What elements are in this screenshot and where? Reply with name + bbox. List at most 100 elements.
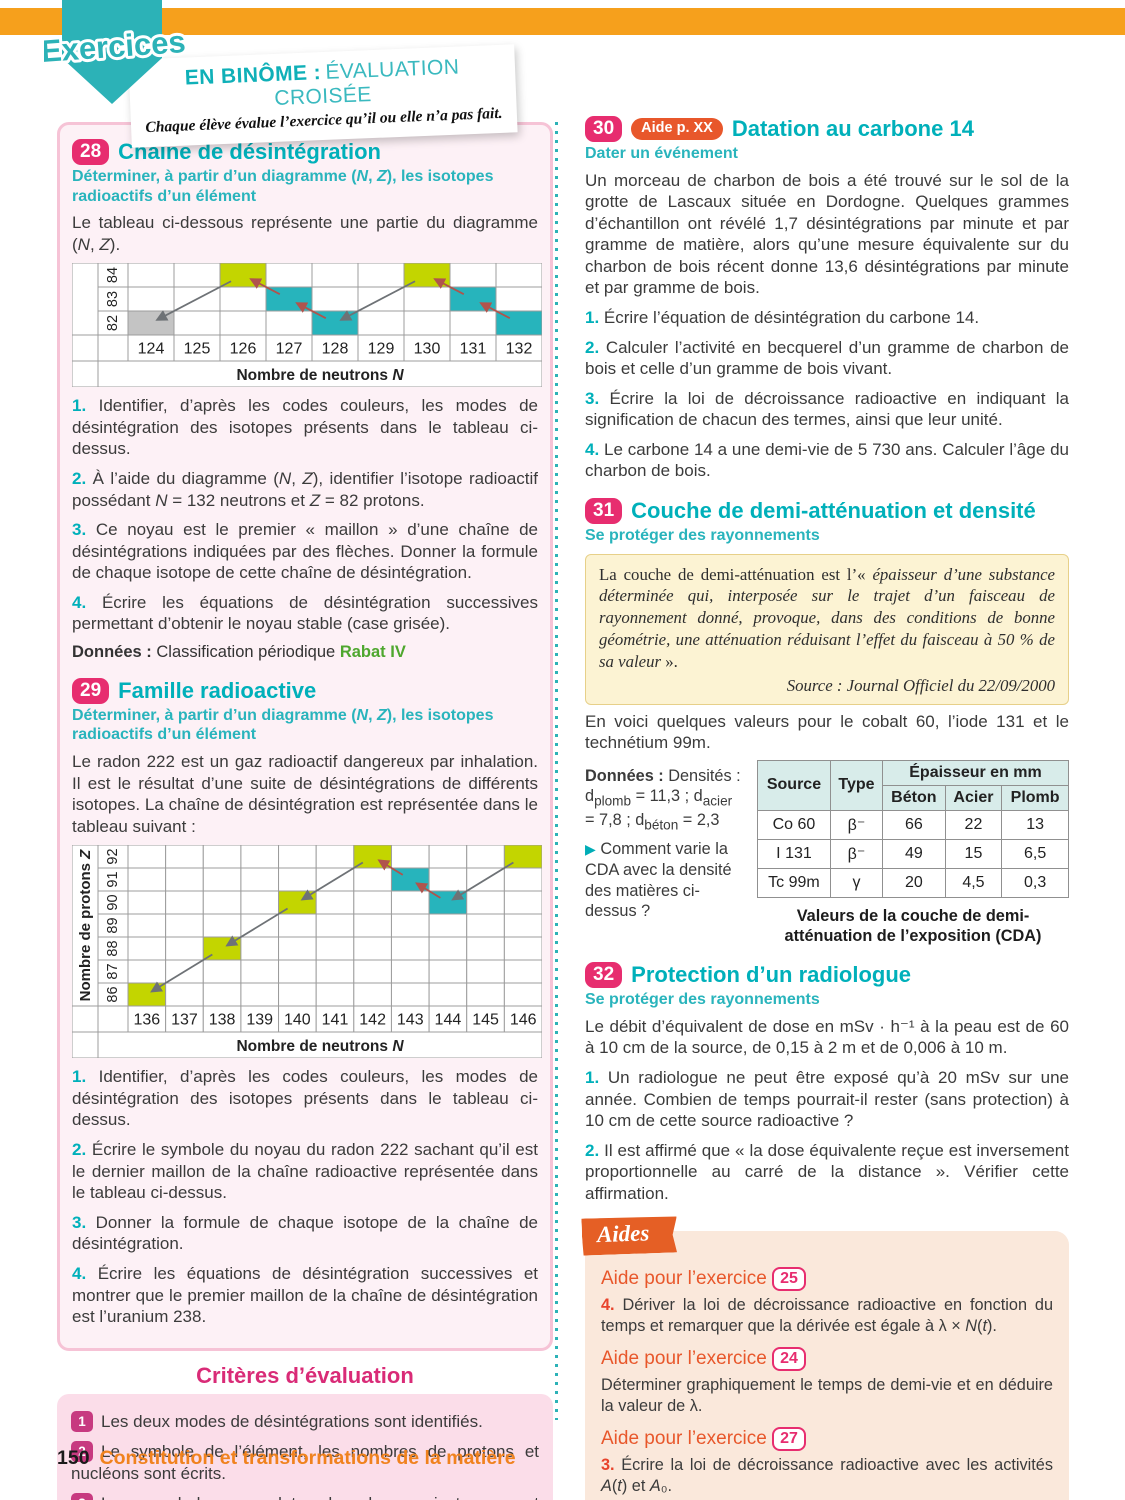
svg-text:83: 83 [105, 291, 121, 307]
cda-table: Source Type Épaisseur en mm Béton Acier … [757, 759, 1069, 898]
svg-text:143: 143 [397, 1012, 424, 1029]
svg-text:125: 125 [184, 341, 211, 358]
critere-number-badge: 1 [71, 1410, 93, 1432]
question: 2. Il est affirmé que « la dose équivale… [585, 1140, 1069, 1205]
question-number: 4. [585, 439, 600, 459]
exercise-title: Datation au carbone 14 [731, 116, 974, 141]
nz-diagram-ex28: 84 83 82 124 125 126 127 128 129 130 131 132 Nombre … [72, 263, 542, 388]
donnees-line: Données : Classification périodique Raba… [72, 643, 538, 662]
exercise-title: Protection d’un radiologue [631, 962, 912, 988]
column-divider [555, 122, 559, 1420]
svg-text:140: 140 [284, 1012, 311, 1029]
exercise-box-28-29: 28 Chaîne de désintégration Déterminer, … [57, 122, 553, 1351]
donnees-label: Données : [72, 642, 152, 661]
question-text: Identifier, d’après les codes couleurs, … [72, 1067, 538, 1130]
svg-text:137: 137 [171, 1012, 198, 1029]
exercise-number-badge: 28 [72, 139, 110, 165]
col-header-beton: Béton [882, 784, 946, 811]
question: 3. Écrire la loi de décroissance radioac… [585, 388, 1069, 431]
question-text: Ce noyau est le premier « maillon » d’un… [72, 520, 539, 583]
critere-number-badge: 3 [71, 1493, 93, 1500]
definition-quote-box: La couche de demi-atténuation est l’« ép… [585, 553, 1069, 705]
question-number: 3. [72, 1212, 87, 1232]
aide-exercise-badge: 25 [772, 1266, 806, 1291]
exercise-skill: Se protéger des rayonnements [585, 991, 820, 1009]
question: 2. À l’aide du diagramme (N, Z), identif… [72, 468, 538, 511]
critere-text: Les symboles complets de chaque isotope … [71, 1494, 539, 1500]
question: 4. Le carbone 14 a une demi-vie de 5 730… [585, 439, 1069, 482]
question: 1. Identifier, d’après les codes couleur… [72, 395, 538, 460]
svg-text:139: 139 [246, 1012, 273, 1029]
cell-beton: 20 [882, 867, 946, 898]
critere-item: 3Les symboles complets de chaque isotope… [71, 1493, 539, 1500]
question-number: 1. [585, 307, 600, 327]
critere-text: Le symbole de l’élément, les nombres de … [71, 1442, 539, 1483]
exercise-number-badge: 31 [585, 498, 623, 525]
rabat-reference: Rabat IV [339, 642, 406, 661]
question: 1. Écrire l’équation de désintégration d… [585, 307, 1069, 329]
aide-label-text: Aide pour l’exercice [601, 1347, 767, 1369]
question-text: Il est affirmé que « la dose équivalente… [585, 1140, 1069, 1203]
exercise-30-header: 30 Aide p. XX Datation au carbone 14 [585, 116, 1069, 142]
quote-text: La couche de demi-atténuation est l’« ép… [599, 564, 1055, 671]
question-number: 2. [585, 337, 600, 357]
critere-item: 1 Les deux modes de désintégrations sont … [71, 1410, 539, 1433]
col-header-plomb: Plomb [1001, 784, 1069, 811]
question-number: 4. [72, 1263, 87, 1283]
ribbon-shape [62, 0, 162, 104]
aides-ribbon: Aides [581, 1215, 678, 1255]
donnees-line: Données : Densités : dplomb = 11,3 ; dac… [585, 766, 741, 833]
question-text: Le carbone 14 a une demi-vie de 5 730 an… [585, 439, 1069, 481]
exercices-ribbon-label: Exercices [44, 24, 187, 69]
aide-line: 4. Dériver la loi de décroissance radioa… [601, 1295, 1053, 1337]
aide-line-text: Déterminer graphiquement le temps de dem… [601, 1375, 1053, 1416]
question-number: 3. [585, 388, 600, 408]
exercise-title: Couche de demi-atténuation et densité [631, 498, 1036, 524]
cell-plomb: 13 [1001, 809, 1069, 840]
question-text: Calculer l’activité en becquerel d’un gr… [585, 337, 1069, 379]
aide-line: Déterminer graphiquement le temps de dem… [601, 1375, 1053, 1417]
aide-label-text: Aide pour l’exercice [601, 1267, 767, 1289]
svg-text:Nombre de neutrons N: Nombre de neutrons N [236, 1038, 404, 1055]
exercise-skill: Déterminer, à partir d’un diagramme (N, … [72, 706, 494, 744]
critere-number-badge: 2 [71, 1441, 93, 1463]
cell-type: γ [829, 867, 884, 898]
aide-line-text: Dériver la loi de décroissance radioacti… [601, 1295, 1053, 1335]
aide-label: Aide pour l’exercice 24 [601, 1346, 1053, 1371]
cda-table-block: Source Type Épaisseur en mm Béton Acier … [757, 759, 1069, 947]
table-row: I 131 β⁻ 49 15 6,5 [757, 838, 1069, 869]
question-text: Donner la formule de chaque isotope de l… [72, 1212, 538, 1254]
exercise-intro: Un morceau de charbon de bois a été trou… [585, 170, 1069, 298]
question-text: À l’aide du diagramme (N, Z), identifier… [72, 468, 538, 510]
question-text: Écrire le symbole du noyau du radon 222 … [72, 1140, 538, 1203]
table-row: Tc 99m γ 20 4,5 0,3 [757, 867, 1069, 898]
svg-text:92: 92 [105, 849, 121, 865]
svg-text:87: 87 [105, 964, 121, 980]
aide-label: Aide pour l’exercice 27 [601, 1427, 1053, 1452]
question-text: Identifier, d’après les codes couleurs, … [72, 396, 538, 459]
question-text: Écrire l’équation de désintégration du c… [603, 307, 980, 327]
exercise-intro: Le radon 222 est un gaz radioactif dange… [72, 752, 538, 836]
cell-source: Co 60 [757, 809, 831, 840]
col-header-type: Type [829, 759, 884, 811]
exercise-skill: Dater un événement [585, 145, 738, 162]
exercise-31-header: 31 Couche de demi-atténuation et densité [585, 498, 1069, 525]
question-number: 3. [72, 520, 87, 540]
cell-acier: 4,5 [944, 867, 1003, 898]
question-number: 1. [585, 1068, 600, 1088]
aide-exercise-badge: 27 [772, 1427, 806, 1452]
page-footer: 150 Constitution et transformations de la… [57, 1447, 516, 1470]
cell-beton: 66 [882, 809, 946, 840]
svg-text:86: 86 [105, 987, 121, 1003]
svg-text:144: 144 [435, 1012, 462, 1029]
svg-text:146: 146 [510, 1012, 537, 1029]
question: 2. Écrire le symbole du noyau du radon 2… [72, 1139, 538, 1204]
question: 2. Calculer l’activité en becquerel d’un… [585, 337, 1069, 380]
aide-line: 3. Écrire la loi de décroissance radioac… [601, 1455, 1053, 1497]
page-number: 150 [57, 1447, 90, 1469]
left-column: 28 Chaîne de désintégration Déterminer, … [57, 122, 553, 1500]
question-number: 1. [72, 396, 87, 416]
aide-line-text: Écrire la loi de décroissance radioactiv… [601, 1456, 1053, 1496]
quote-source: Source : Journal Officiel du 22/09/2000 [786, 675, 1055, 695]
exercise-intro: Le tableau ci-dessous représente une par… [72, 213, 538, 254]
